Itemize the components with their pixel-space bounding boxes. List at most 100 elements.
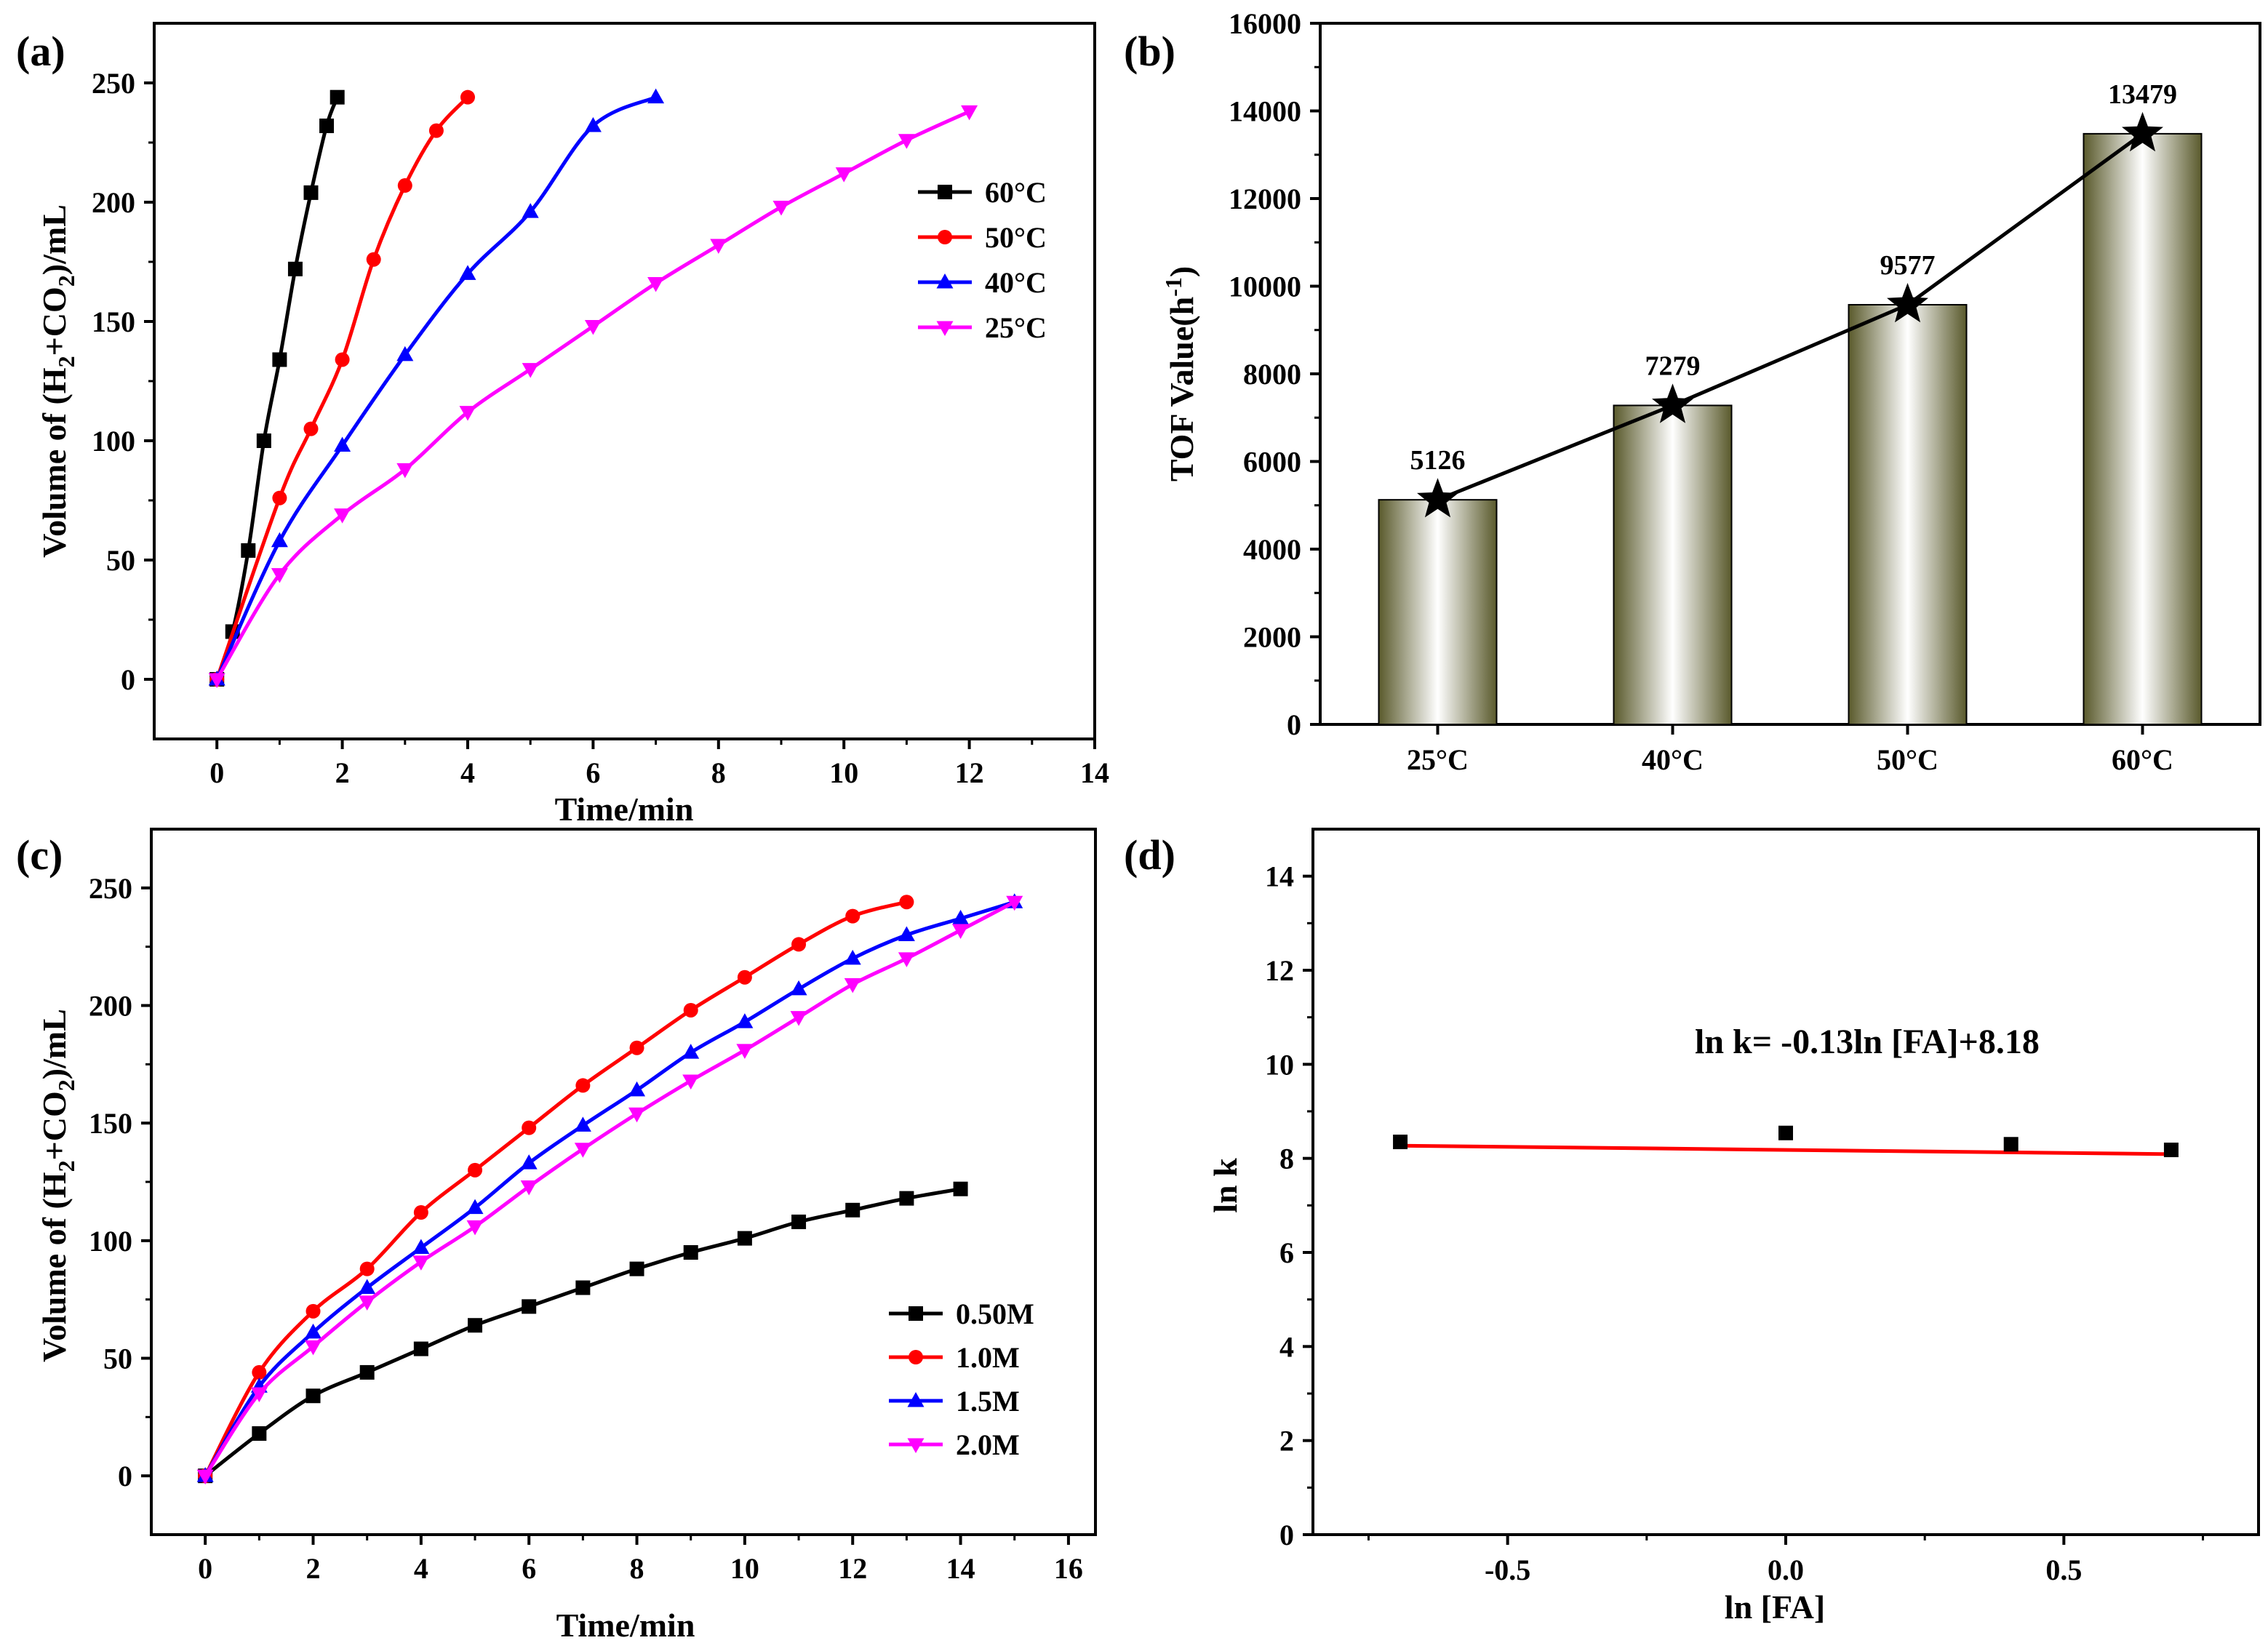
data-point	[412, 1255, 430, 1271]
data-point	[359, 1261, 375, 1276]
panel-a-label: (a)	[16, 28, 65, 75]
x-tick-label: 2	[306, 1552, 321, 1585]
data-point	[575, 1078, 591, 1093]
x-tick-label: 10	[829, 756, 858, 789]
y-tick-label: 4000	[1243, 533, 1301, 566]
legend-label: 1.0M	[956, 1341, 1020, 1374]
y-tick-label: 10	[1265, 1048, 1294, 1081]
y-tick-label: 0	[1287, 708, 1301, 741]
panel-c-x-ticks: 0 2 4 6 8 10 12 14 16	[198, 1535, 1083, 1585]
y-tick-label: 2	[1279, 1425, 1294, 1458]
panel-a-legend: 60°C 50°C 40°C 25°C	[918, 176, 1047, 344]
data-point	[359, 1279, 376, 1294]
y-tick-label: 50	[106, 544, 135, 577]
panel-a-y-axis-label: Volume of (H2+CO2)/mL	[36, 204, 79, 558]
data-point	[520, 1154, 538, 1170]
y-tick-label: 12	[1265, 954, 1294, 987]
x-tick-label: 0	[198, 1552, 212, 1585]
data-point	[241, 543, 256, 558]
data-point	[647, 277, 665, 292]
star-marker	[1652, 383, 1693, 423]
data-point	[845, 908, 861, 924]
value-label: 5126	[1410, 445, 1466, 476]
legend-marker	[936, 321, 954, 336]
data-point	[335, 352, 350, 367]
panel-a-frame	[153, 22, 1096, 740]
data-point	[898, 134, 915, 149]
data-point	[459, 265, 476, 280]
data-point	[412, 1239, 430, 1255]
data-point	[413, 1205, 428, 1220]
data-point	[629, 1040, 644, 1055]
data-point	[319, 119, 335, 134]
data-point	[413, 1341, 428, 1356]
y-tick-label: 14	[1265, 860, 1294, 893]
data-point	[791, 937, 807, 952]
x-tick-label: -0.5	[1485, 1554, 1530, 1586]
data-point	[952, 909, 970, 925]
data-point	[835, 167, 853, 183]
data-point	[359, 1364, 375, 1380]
star-marker	[1417, 478, 1458, 518]
data-point	[1393, 1135, 1408, 1150]
data-point	[1778, 1125, 1793, 1140]
data-point	[468, 1318, 483, 1333]
bar-60°C	[2083, 132, 2203, 725]
x-tick-label: 10	[730, 1552, 759, 1585]
data-point	[2163, 1143, 2179, 1158]
panel-c-label: (c)	[16, 831, 63, 879]
y-tick-label: 14000	[1229, 95, 1301, 128]
panel-a-series	[208, 88, 978, 688]
legend-marker	[907, 1392, 925, 1407]
panel-b-bars: 25°C 40°C 50°C 60°C	[1378, 132, 2203, 776]
panel-d-label: (d)	[1124, 831, 1175, 879]
y-tick-label: 250	[89, 872, 132, 905]
data-point	[303, 185, 319, 200]
data-point	[844, 949, 861, 965]
data-point	[791, 1214, 807, 1229]
star-marker	[2122, 111, 2163, 152]
data-point	[961, 105, 978, 121]
series-line-25°C	[215, 110, 970, 681]
y-tick-label: 0	[1279, 1519, 1294, 1551]
panel-d-x-ticks: -0.5 0.0 0.5	[1367, 1535, 2205, 1586]
data-point	[628, 1081, 646, 1097]
bar-40°C	[1613, 404, 1733, 725]
series-line-60°C	[215, 96, 340, 680]
x-tick-label: 14	[946, 1552, 975, 1585]
y-tick-label: 6	[1279, 1236, 1294, 1269]
y-tick-label: 100	[92, 425, 135, 457]
y-tick-label: 250	[92, 67, 135, 100]
data-point	[272, 490, 287, 505]
y-tick-label: 150	[92, 305, 135, 338]
panel-c-legend: 0.50M 1.0M 1.5M 2.0M	[889, 1298, 1034, 1461]
data-point	[584, 320, 602, 335]
data-point	[466, 1220, 484, 1236]
y-tick-label: 150	[89, 1107, 132, 1140]
data-point	[303, 421, 319, 436]
data-point	[682, 1074, 700, 1090]
data-point	[252, 1364, 267, 1380]
panel-b-y-ticks: 0 2000 4000 6000 8000 10000 12000 14000 16000	[1229, 7, 1320, 741]
data-point	[898, 952, 915, 967]
data-point	[196, 1469, 214, 1485]
panel-d-fit-equation: ln k= -0.13ln [FA]+8.18	[1695, 1023, 2040, 1061]
x-tick-label: 6	[522, 1552, 536, 1585]
data-point	[647, 88, 665, 104]
y-tick-label: 200	[89, 990, 132, 1023]
legend-label: 2.0M	[956, 1428, 1020, 1461]
x-tick-label: 12	[955, 756, 984, 789]
panel-c-y-ticks: 0 50 100 150 200 250	[89, 872, 151, 1492]
value-label: 7279	[1645, 351, 1701, 381]
data-point	[428, 123, 444, 138]
data-point	[252, 1426, 267, 1441]
data-point	[256, 433, 271, 448]
data-point	[845, 1202, 861, 1218]
y-tick-label: 10000	[1229, 271, 1301, 303]
panel-c-y-axis-label: Volume of (H2+CO2)/mL	[36, 1009, 79, 1362]
legend-label: 25°C	[985, 311, 1047, 344]
data-point	[736, 1013, 754, 1028]
data-point	[396, 463, 414, 479]
fit-line	[1400, 1143, 2171, 1156]
legend-label: 60°C	[985, 176, 1047, 209]
